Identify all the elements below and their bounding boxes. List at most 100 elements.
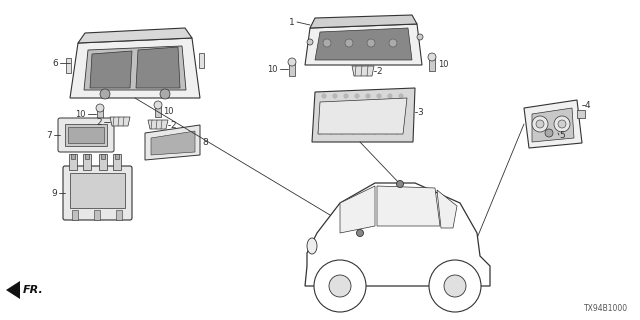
Text: 1: 1 bbox=[289, 18, 295, 27]
Circle shape bbox=[330, 121, 334, 125]
Text: TX94B1000: TX94B1000 bbox=[584, 304, 628, 313]
Circle shape bbox=[351, 130, 355, 134]
Polygon shape bbox=[70, 38, 200, 98]
Circle shape bbox=[352, 121, 356, 125]
Circle shape bbox=[323, 39, 331, 47]
Bar bbox=[85, 154, 89, 159]
Circle shape bbox=[377, 94, 381, 98]
Text: 10: 10 bbox=[76, 109, 86, 118]
Polygon shape bbox=[352, 66, 374, 76]
Text: 7: 7 bbox=[46, 131, 52, 140]
Circle shape bbox=[545, 129, 553, 137]
Circle shape bbox=[397, 112, 401, 116]
Polygon shape bbox=[524, 100, 582, 148]
Circle shape bbox=[373, 130, 377, 134]
Polygon shape bbox=[151, 131, 195, 155]
Circle shape bbox=[428, 53, 436, 61]
Circle shape bbox=[554, 116, 570, 132]
Bar bbox=[113, 154, 121, 170]
Circle shape bbox=[318, 130, 322, 134]
Bar bbox=[199, 53, 204, 68]
Bar bbox=[289, 62, 295, 76]
Bar bbox=[94, 210, 100, 220]
Bar bbox=[66, 58, 71, 73]
Circle shape bbox=[384, 130, 388, 134]
Circle shape bbox=[355, 94, 359, 98]
Circle shape bbox=[366, 94, 370, 98]
Circle shape bbox=[333, 94, 337, 98]
Polygon shape bbox=[377, 186, 440, 226]
Polygon shape bbox=[312, 88, 415, 142]
Bar bbox=[101, 154, 105, 159]
Polygon shape bbox=[6, 281, 20, 299]
Bar bbox=[97, 108, 103, 120]
Circle shape bbox=[154, 101, 162, 109]
Ellipse shape bbox=[541, 127, 557, 139]
Circle shape bbox=[395, 130, 399, 134]
Circle shape bbox=[374, 121, 378, 125]
Text: 2: 2 bbox=[170, 121, 175, 130]
Polygon shape bbox=[340, 186, 375, 233]
Text: 3: 3 bbox=[417, 108, 423, 116]
Polygon shape bbox=[305, 183, 490, 286]
Circle shape bbox=[396, 121, 400, 125]
Polygon shape bbox=[305, 24, 422, 65]
Circle shape bbox=[332, 103, 336, 107]
Circle shape bbox=[353, 112, 357, 116]
Polygon shape bbox=[90, 51, 132, 88]
Circle shape bbox=[532, 116, 548, 132]
Circle shape bbox=[388, 94, 392, 98]
Bar bbox=[116, 210, 122, 220]
FancyBboxPatch shape bbox=[63, 166, 132, 220]
Circle shape bbox=[354, 103, 358, 107]
Bar bbox=[429, 57, 435, 71]
Circle shape bbox=[558, 120, 566, 128]
Circle shape bbox=[340, 130, 344, 134]
Text: 9: 9 bbox=[51, 188, 57, 197]
Polygon shape bbox=[84, 46, 186, 90]
Circle shape bbox=[322, 94, 326, 98]
Circle shape bbox=[160, 89, 170, 99]
Polygon shape bbox=[318, 98, 407, 134]
Circle shape bbox=[314, 260, 366, 312]
Text: 10: 10 bbox=[268, 65, 278, 74]
Circle shape bbox=[387, 103, 391, 107]
Ellipse shape bbox=[307, 238, 317, 254]
Polygon shape bbox=[437, 190, 457, 228]
Circle shape bbox=[367, 39, 375, 47]
Text: 8: 8 bbox=[202, 138, 208, 147]
Bar bbox=[65, 124, 107, 146]
Bar bbox=[83, 154, 91, 170]
Circle shape bbox=[342, 112, 346, 116]
Circle shape bbox=[362, 130, 366, 134]
Bar bbox=[577, 110, 585, 118]
Circle shape bbox=[386, 112, 390, 116]
Circle shape bbox=[385, 121, 389, 125]
Circle shape bbox=[288, 58, 296, 66]
Circle shape bbox=[320, 112, 324, 116]
Bar bbox=[71, 154, 75, 159]
Text: 2: 2 bbox=[97, 117, 102, 126]
Circle shape bbox=[319, 121, 323, 125]
Bar bbox=[68, 127, 104, 143]
Circle shape bbox=[321, 103, 325, 107]
Circle shape bbox=[376, 103, 380, 107]
Circle shape bbox=[329, 275, 351, 297]
Polygon shape bbox=[310, 15, 417, 28]
Polygon shape bbox=[148, 120, 168, 129]
Polygon shape bbox=[78, 28, 192, 43]
Circle shape bbox=[100, 89, 110, 99]
Circle shape bbox=[375, 112, 380, 116]
Text: 4: 4 bbox=[585, 100, 591, 109]
Text: FR.: FR. bbox=[23, 285, 44, 295]
Circle shape bbox=[356, 229, 364, 236]
Circle shape bbox=[398, 103, 402, 107]
Polygon shape bbox=[110, 117, 130, 126]
Circle shape bbox=[341, 121, 345, 125]
FancyBboxPatch shape bbox=[58, 118, 114, 152]
Circle shape bbox=[389, 39, 397, 47]
Circle shape bbox=[429, 260, 481, 312]
Circle shape bbox=[397, 180, 403, 188]
Circle shape bbox=[417, 34, 423, 40]
Circle shape bbox=[344, 94, 348, 98]
